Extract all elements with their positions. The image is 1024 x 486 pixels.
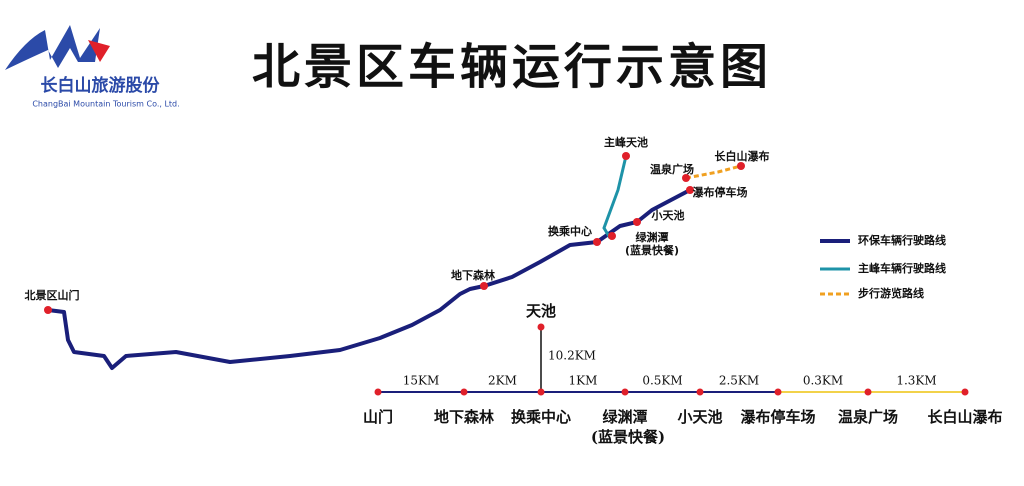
segment-distance: 1.3KM: [896, 374, 936, 388]
segment-distance: 2KM: [488, 374, 517, 388]
stop: [537, 388, 545, 396]
station-name: 山门: [363, 408, 393, 426]
stop: [374, 388, 382, 396]
stop: [633, 218, 641, 226]
branch-distance: 10.2KM: [548, 349, 596, 363]
stop: [622, 152, 630, 160]
stop: [608, 232, 616, 240]
stop: [537, 323, 545, 331]
legend-label: 环保车辆行驶路线: [858, 233, 946, 247]
segment-distance: 0.5KM: [642, 374, 682, 388]
station-name: 长白山瀑布: [927, 408, 1002, 426]
map-label: 瀑布停车场: [693, 185, 748, 199]
map-label: 小天池: [651, 208, 685, 222]
map-label: 换乘中心: [548, 224, 592, 238]
station-name: 换乘中心: [511, 408, 571, 426]
stop: [774, 388, 782, 396]
station-name: 瀑布停车场: [740, 408, 815, 426]
stop: [621, 388, 629, 396]
map-label: 绿渊潭: [636, 230, 669, 244]
stop: [686, 186, 694, 194]
walking-route: [685, 164, 742, 180]
stop: [696, 388, 704, 396]
map-label: 长白山瀑布: [715, 149, 770, 163]
stop: [864, 388, 872, 396]
logo-subtitle: ChangBai Mountain Tourism Co., Ltd.: [32, 100, 179, 109]
route-map: 北景区山门 地下森林 换乘中心 绿渊潭 (蓝景快餐) 小天池 瀑布停车场 温泉广…: [25, 135, 770, 370]
map-label: 北景区山门: [25, 288, 80, 302]
segment-distance: 0.3KM: [803, 374, 843, 388]
stop: [460, 388, 468, 396]
station-note: (蓝景快餐): [591, 428, 665, 446]
eco-bus-route: [47, 188, 691, 370]
station-name: 小天池: [677, 408, 722, 426]
legend: 环保车辆行驶路线 主峰车辆行驶路线 步行游览路线: [820, 233, 946, 300]
branch-name: 天池: [526, 302, 556, 320]
stop: [593, 238, 601, 246]
station-name: 温泉广场: [838, 408, 898, 426]
segment-distance: 2.5KM: [719, 374, 759, 388]
logo-mark: [5, 25, 100, 70]
stop: [961, 388, 969, 396]
station-name: 绿渊潭: [602, 408, 647, 426]
map-label: (蓝景快餐): [625, 243, 679, 257]
map-label: 主峰天池: [604, 135, 648, 149]
stop: [480, 282, 488, 290]
line-diagram: 1.3KM 0.3KM 2.5KM 0.5KM 1KM 2KM 15KM 天池 10.2KM…: [363, 302, 1003, 446]
legend-label: 步行游览路线: [858, 286, 924, 300]
peak-bus-route: [602, 155, 628, 239]
logo-name: 长白山旅游股份: [41, 75, 161, 96]
logo: 长白山旅游股份 ChangBai Mountain Tourism Co., L…: [5, 25, 180, 109]
logo-accent: [88, 40, 110, 62]
map-label: 地下森林: [451, 268, 495, 282]
stop: [737, 162, 745, 170]
stop: [44, 306, 52, 314]
stop: [682, 174, 690, 182]
map-label: 温泉广场: [650, 162, 694, 176]
title: 北景区车辆运行示意图: [252, 39, 772, 95]
station-name: 地下森林: [434, 408, 495, 426]
legend-label: 主峰车辆行驶路线: [858, 261, 946, 275]
segment-distance: 1KM: [569, 374, 598, 388]
segment-distance: 15KM: [403, 374, 440, 388]
